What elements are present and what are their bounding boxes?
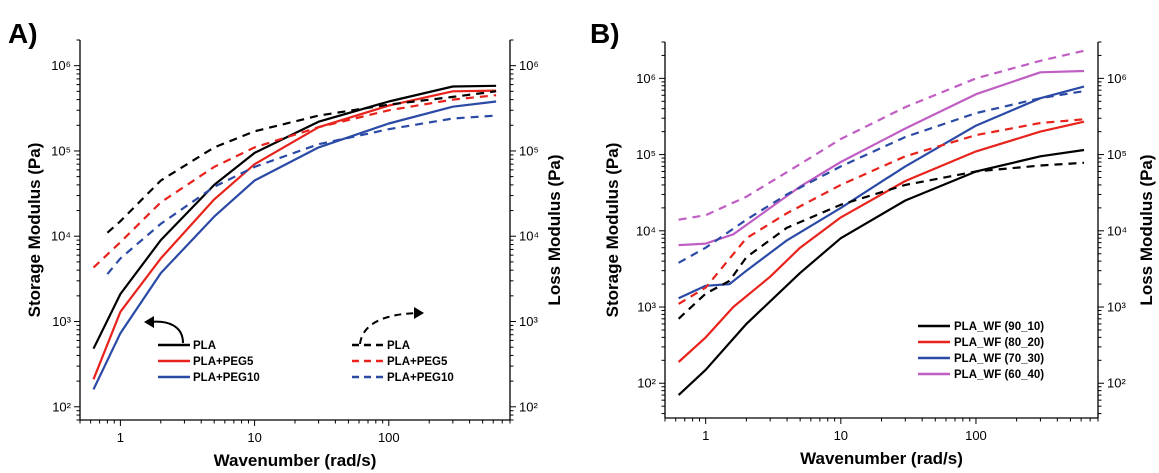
series-line-loss-4: [677, 161, 1085, 320]
series-line-storage-1: [92, 89, 497, 380]
arrow-loss: [359, 312, 419, 345]
y-tick-label-left: 10⁶: [51, 58, 71, 73]
x-tick-label: 100: [965, 428, 987, 443]
legend-label-storage: PLA+PEG5: [193, 356, 254, 368]
y-tick-label-left: 10³: [637, 300, 656, 315]
y-tick-label-right: 10⁴: [1107, 223, 1127, 238]
arrow-storage: [149, 320, 184, 344]
y-tick-label-left: 10⁴: [51, 229, 71, 244]
panel-a: A) 1 10 100 10² 10³ 10⁴ 10⁵ 10⁶ 10² 10³ 10⁴ 10⁵ 10⁶ Wa…: [8, 18, 564, 470]
y-tick-label-left: 10⁶: [636, 71, 656, 86]
y-tick-label-right: 10²: [1107, 376, 1126, 391]
y-tick-label-right: 10⁵: [519, 143, 539, 158]
y-tick-label-left: 10²: [52, 399, 71, 414]
y-tick-label-left: 10⁵: [51, 143, 71, 158]
y-tick-label-right: 10³: [519, 314, 538, 329]
y-tick-label-right: 10⁵: [1107, 147, 1127, 162]
legend-label-storage: PLA: [193, 340, 216, 352]
series-line-loss-5: [106, 114, 497, 275]
legend-label-loss: PLA: [387, 340, 410, 352]
x-tick-label: 10: [834, 428, 848, 443]
y-tick-label-left: 10⁵: [636, 147, 656, 162]
x-axis-title: Wavenumber (rad/s): [800, 449, 963, 468]
legend-label: PLA_WF (90_10): [954, 321, 1044, 333]
series-line-loss-5: [678, 118, 1085, 305]
series-line-loss-6: [678, 90, 1085, 264]
legend-label: PLA_WF (80_20): [954, 337, 1044, 349]
legend-label: PLA_WF (60_40): [954, 369, 1044, 381]
legend-label-storage: PLA+PEG10: [193, 372, 260, 384]
x-tick-label: 1: [117, 430, 124, 445]
series-line-loss-4: [92, 94, 497, 269]
legend-label-loss: PLA+PEG5: [387, 356, 448, 368]
panel-label: B): [590, 18, 620, 49]
y-axis-title-right: Loss Modulus (Pa): [545, 154, 564, 305]
series-line-storage-3: [678, 69, 1085, 247]
x-tick-label: 1: [702, 428, 709, 443]
x-tick-label: 100: [378, 430, 400, 445]
y-axis-title-left: Storage Modulus (Pa): [25, 143, 44, 318]
series-line-storage-2: [92, 100, 497, 390]
y-tick-label-right: 10⁶: [519, 58, 539, 73]
y-tick-label-right: 10⁶: [1107, 71, 1127, 86]
series-line-storage-0: [92, 84, 497, 350]
panel-b: B) 1 10 100 10² 10³ 10⁴ 10⁵ 10⁶ 10² 10³ 10⁴ 10⁵ 10⁶ Wa…: [590, 18, 1156, 468]
x-tick-label: 10: [247, 430, 261, 445]
series-line-loss-3: [106, 90, 497, 234]
legend-label: PLA_WF (70_30): [954, 353, 1044, 365]
y-tick-label-right: 10²: [519, 399, 538, 414]
series-line-storage-0: [677, 148, 1085, 396]
y-tick-label-right: 10⁴: [519, 229, 539, 244]
series-line-loss-7: [678, 49, 1085, 221]
arrowhead-storage: [144, 316, 154, 328]
y-axis-title-left: Storage Modulus (Pa): [603, 143, 622, 318]
legend-label-loss: PLA+PEG10: [387, 372, 454, 384]
panel-label: A): [8, 18, 38, 49]
y-tick-label-right: 10³: [1107, 300, 1126, 315]
y-tick-label-left: 10⁴: [636, 223, 656, 238]
y-axis-title-right: Loss Modulus (Pa): [1137, 154, 1156, 305]
arrowhead-loss: [414, 307, 424, 319]
x-axis-title: Wavenumber (rad/s): [214, 451, 377, 470]
series-line-storage-1: [677, 120, 1085, 363]
y-tick-label-left: 10³: [52, 314, 71, 329]
series-line-storage-2: [678, 85, 1085, 300]
y-tick-label-left: 10²: [637, 376, 656, 391]
